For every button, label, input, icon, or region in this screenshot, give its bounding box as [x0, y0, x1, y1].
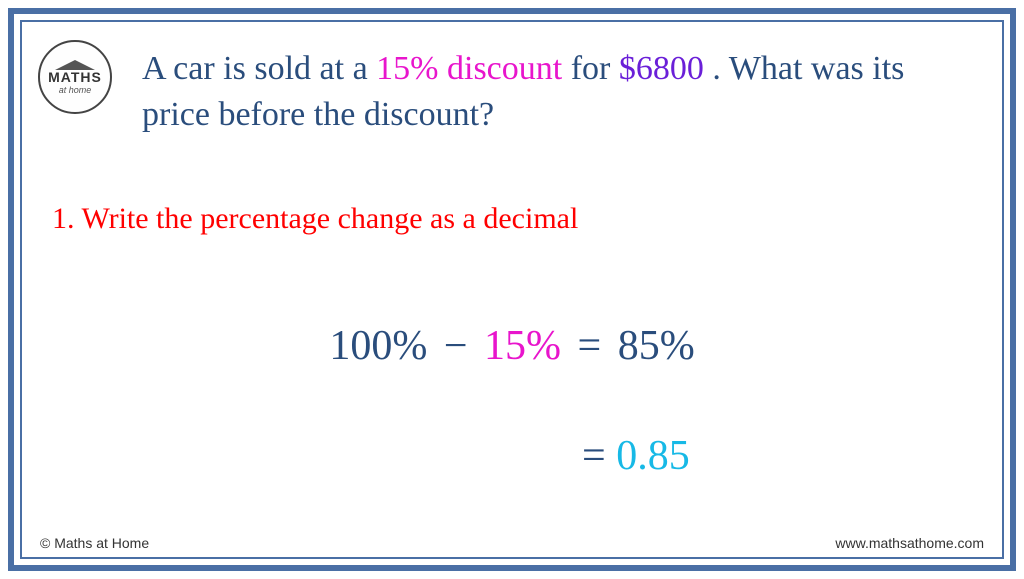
price-highlight: $6800: [619, 50, 704, 87]
footer-copyright: © Maths at Home: [40, 535, 149, 551]
eq-100-percent: 100%: [329, 323, 427, 369]
decimal-result: 0.85: [616, 433, 690, 479]
step-instruction: 1. Write the percentage change as a deci…: [52, 202, 578, 236]
eq-15-percent: 15%: [484, 323, 561, 369]
problem-statement: A car is sold at a 15% discount for $680…: [142, 46, 962, 138]
logo-text-sub: at home: [59, 85, 92, 95]
eq-85-percent: 85%: [618, 323, 695, 369]
discount-highlight: 15% discount: [376, 50, 562, 87]
step-text: Write the percentage change as a decimal: [81, 202, 578, 235]
question-part-1: A car is sold at a: [142, 50, 376, 87]
equation-line-1: 100% − 15% = 85%: [22, 322, 1002, 370]
step-number: 1.: [52, 202, 75, 235]
equation-line-2: = 0.85: [582, 432, 690, 480]
question-part-2: for: [562, 50, 619, 87]
equals-sign-1: =: [572, 323, 608, 369]
minus-sign: −: [438, 323, 474, 369]
footer-url: www.mathsathome.com: [835, 535, 984, 551]
brand-logo: MATHS at home: [38, 40, 112, 114]
inner-border: MATHS at home A car is sold at a 15% dis…: [20, 20, 1004, 559]
outer-border: MATHS at home A car is sold at a 15% dis…: [8, 8, 1016, 571]
logo-text-main: MATHS: [48, 69, 102, 85]
equals-sign-2: =: [582, 433, 606, 479]
